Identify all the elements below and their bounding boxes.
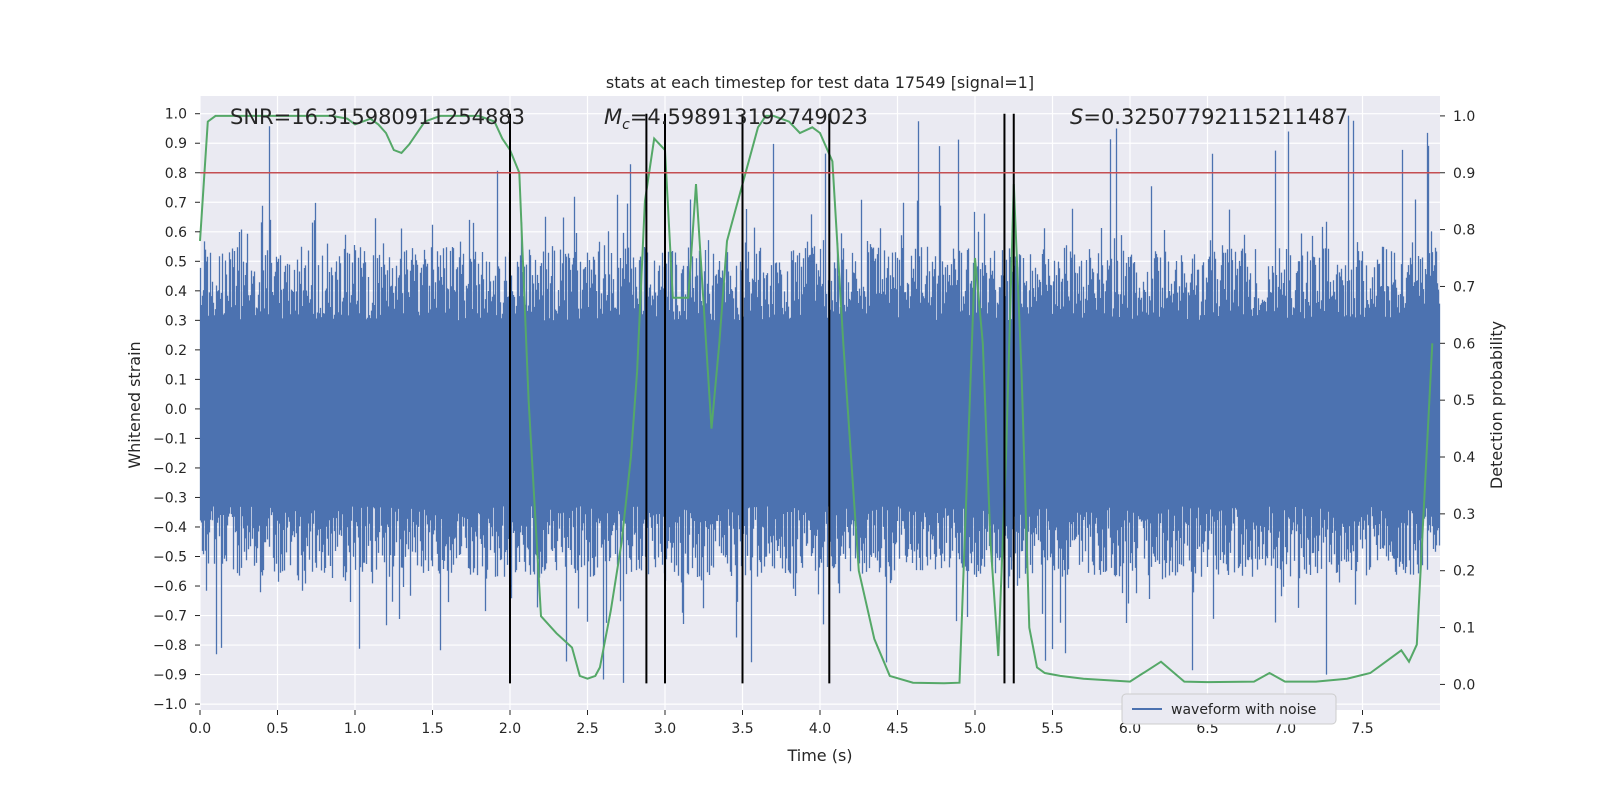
y-left-tick-label: −0.5 [153,550,187,566]
legend-waveform-label: waveform with noise [1171,702,1316,718]
x-tick-label: 1.5 [421,721,443,737]
y-left-tick-label: −1.0 [153,697,187,713]
y-left-tick-label: −0.4 [153,520,187,536]
x-tick-label: 2.0 [499,721,521,737]
x-tick-label: 0.5 [266,721,288,737]
x-tick-label: 7.0 [1274,721,1296,737]
waveform-series [199,115,1441,683]
y-left-tick-label: −0.9 [153,668,187,684]
y-right-tick-label: 0.4 [1453,450,1475,466]
y-axis-left-ticks: 1.0 0.9 0.8 0.7 0.6 0.5 0.4 0.3 0.2 0.1 0.0 −0.1 −0.… [153,107,200,713]
chirp-mass-symbol: M [604,105,622,129]
x-tick-label: 5.0 [964,721,986,737]
x-tick-label: 4.5 [886,721,908,737]
x-tick-label: 6.0 [1119,721,1141,737]
y-left-tick-label: 0.3 [165,313,187,329]
y-right-tick-label: 0.8 [1453,223,1475,239]
x-axis-ticks: 0.0 0.5 1.0 1.5 2.0 2.5 3.0 3.5 4.0 4.5 5.0 5.5 6.0 6… [189,710,1374,737]
s-symbol: S [1070,105,1083,129]
chart-title: stats at each timestep for test data 175… [606,73,1034,92]
x-tick-label: 2.5 [576,721,598,737]
y-left-tick-label: 0.1 [165,372,187,388]
y-right-tick-label: 0.3 [1453,507,1475,523]
chirp-mass-annotation: Mc=4.598913192749023 [604,105,868,133]
x-tick-label: 5.5 [1041,721,1063,737]
y-right-tick-label: 0.6 [1453,336,1475,352]
y-left-tick-label: −0.2 [153,461,187,477]
y-right-tick-label: 0.7 [1453,279,1475,295]
y-left-tick-label: 0.4 [165,284,187,300]
y-right-tick-label: 0.5 [1453,393,1475,409]
y-left-tick-label: −0.7 [153,609,187,625]
y-right-tick-label: 0.2 [1453,564,1475,580]
y-left-tick-label: 0.8 [165,166,187,182]
y-left-tick-label: 0.5 [165,254,187,270]
legend-box [1121,693,1337,725]
x-tick-label: 7.5 [1351,721,1373,737]
y-axis-right-label: Detection probability [1487,321,1506,489]
y-right-tick-label: 0.0 [1453,677,1475,693]
s-value: =0.32507792115211487 [1083,105,1348,129]
x-tick-label: 4.0 [809,721,831,737]
chirp-mass-subscript: c [622,117,630,133]
y-left-tick-label: −0.8 [153,638,187,654]
chirp-mass-value: =4.598913192749023 [630,105,868,129]
y-right-tick-label: 1.0 [1453,109,1475,125]
y-left-tick-label: −0.1 [153,431,187,447]
y-left-tick-label: 0.6 [165,225,187,241]
y-axis-left-label: Whitened strain [125,341,144,468]
y-left-tick-label: 1.0 [165,107,187,123]
y-left-tick-label: 0.7 [165,195,187,211]
y-left-tick-label: 0.2 [165,343,187,359]
waveform-line [199,115,1441,683]
y-axis-right-ticks: 1.0 0.9 0.8 0.7 0.6 0.5 0.4 0.3 0.2 0.1 0.0 [1440,109,1475,693]
y-left-tick-label: 0.0 [165,402,187,418]
x-tick-label: 0.0 [189,721,211,737]
s-annotation: S=0.32507792115211487 [1070,105,1348,129]
y-right-tick-label: 0.9 [1453,166,1475,182]
y-left-tick-label: −0.6 [153,579,187,595]
x-tick-label: 3.0 [654,721,676,737]
y-left-tick-label: −0.3 [153,490,187,506]
x-tick-label: 1.0 [344,721,366,737]
y-right-tick-label: 0.1 [1453,621,1475,637]
legend: waveform with noise [1121,693,1337,725]
snr-annotation: SNR=16.315980911254883 [230,105,525,129]
probability-series [199,114,1434,685]
event-lines [509,113,1015,684]
y-left-tick-label: 0.9 [165,136,187,152]
x-axis-label: Time (s) [786,746,852,765]
detection-probability-line [199,114,1434,685]
x-tick-label: 6.5 [1196,721,1218,737]
x-tick-label: 3.5 [731,721,753,737]
